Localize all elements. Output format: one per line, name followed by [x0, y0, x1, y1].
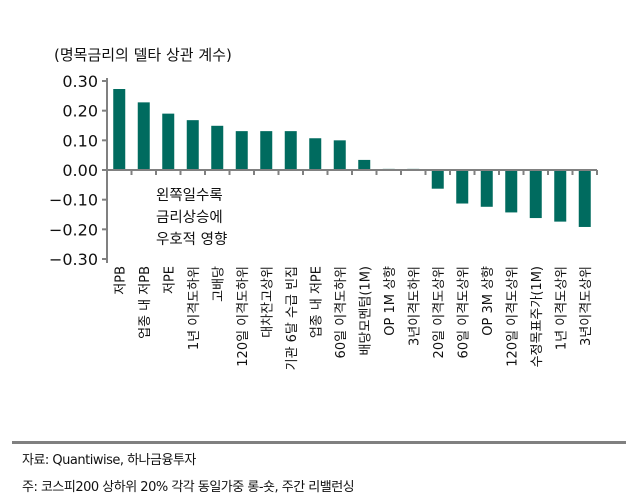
x-tick-label: 3년이격도상위: [579, 266, 594, 346]
x-tick-label: 20일 이격도상위: [432, 266, 447, 358]
bar: [137, 102, 150, 170]
x-tick-label: 대차잔고상위: [260, 266, 275, 338]
bar: [333, 140, 346, 170]
bar: [211, 125, 224, 170]
x-axis: 저PB 업종 내 저PB 저PE 1년 이격도하위 고배당 120일 이격도하위 대차잔고상…: [107, 169, 598, 370]
bar: [260, 131, 273, 170]
x-tick-label: 기관 6달 수급 빈집: [285, 266, 300, 370]
x-tick-label: OP 3M 상향: [481, 266, 496, 336]
y-tick-label: −0.30: [49, 250, 98, 269]
bar: [309, 138, 322, 170]
bar: [162, 113, 175, 170]
bar: [554, 170, 567, 222]
bar: [113, 89, 126, 170]
x-tick-label: 3년이격도하위: [407, 266, 422, 346]
y-tick-label: −0.10: [49, 191, 98, 210]
bar: [578, 170, 591, 227]
bars: [113, 89, 591, 227]
y-tick-label: 0.20: [62, 102, 98, 121]
footer-divider: [12, 441, 626, 444]
y-tick-label: 0.00: [62, 161, 98, 180]
bar-chart: (명목금리의 델타 상관 계수) 0.30 0.20 0.10 0.00 −0.10 −0…: [49, 46, 598, 370]
x-tick-label: 1년 이격도하위: [187, 266, 202, 350]
annotation-line: 금리상승에: [156, 209, 223, 226]
x-tick-label: 1년 이격도상위: [554, 266, 569, 350]
x-tick-label: 120일 이격도상위: [505, 266, 520, 367]
bar: [529, 170, 542, 219]
bar: [235, 131, 248, 170]
bar: [186, 120, 199, 170]
footnote: 주: 코스피200 상하위 20% 각각 동일가중 롱-숏, 주간 리밸런싱: [22, 480, 355, 495]
y-tick-label: 0.10: [62, 131, 98, 150]
bar: [358, 159, 371, 170]
y-axis: 0.30 0.20 0.10 0.00 −0.10 −0.20 −0.30: [49, 72, 108, 269]
annotation-line: 우호적 영향: [156, 231, 227, 248]
annotation-line: 왼쪽일수록: [156, 187, 223, 204]
bar: [284, 131, 297, 170]
x-tick-label: 배당모멘텀(1M): [358, 266, 373, 355]
bar: [505, 170, 518, 213]
bar: [480, 170, 493, 207]
x-tick-label: 60일 이격도하위: [334, 266, 349, 358]
x-tick-label: 120일 이격도하위: [236, 266, 251, 367]
x-tick-label: 고배당: [211, 266, 226, 302]
x-tick-label: 업종 내 저PB: [138, 266, 153, 339]
bar: [456, 170, 469, 204]
source-note: 자료: Quantiwise, 하나금융투자: [22, 453, 196, 468]
x-tick-label: 수정목표주가(1M): [530, 266, 545, 367]
y-tick-label: −0.20: [49, 220, 98, 239]
x-tick-label: 업종 내 저PE: [309, 266, 324, 338]
x-tick-label: 60일 이격도상위: [456, 266, 471, 358]
chart-title: (명목금리의 델타 상관 계수): [54, 46, 232, 64]
x-tick-label: OP 1M 상향: [383, 266, 398, 336]
y-tick-label: 0.30: [62, 72, 98, 91]
bar: [431, 170, 444, 189]
x-tick-label: 저PB: [113, 266, 128, 295]
x-tick-label: 저PE: [162, 266, 177, 294]
